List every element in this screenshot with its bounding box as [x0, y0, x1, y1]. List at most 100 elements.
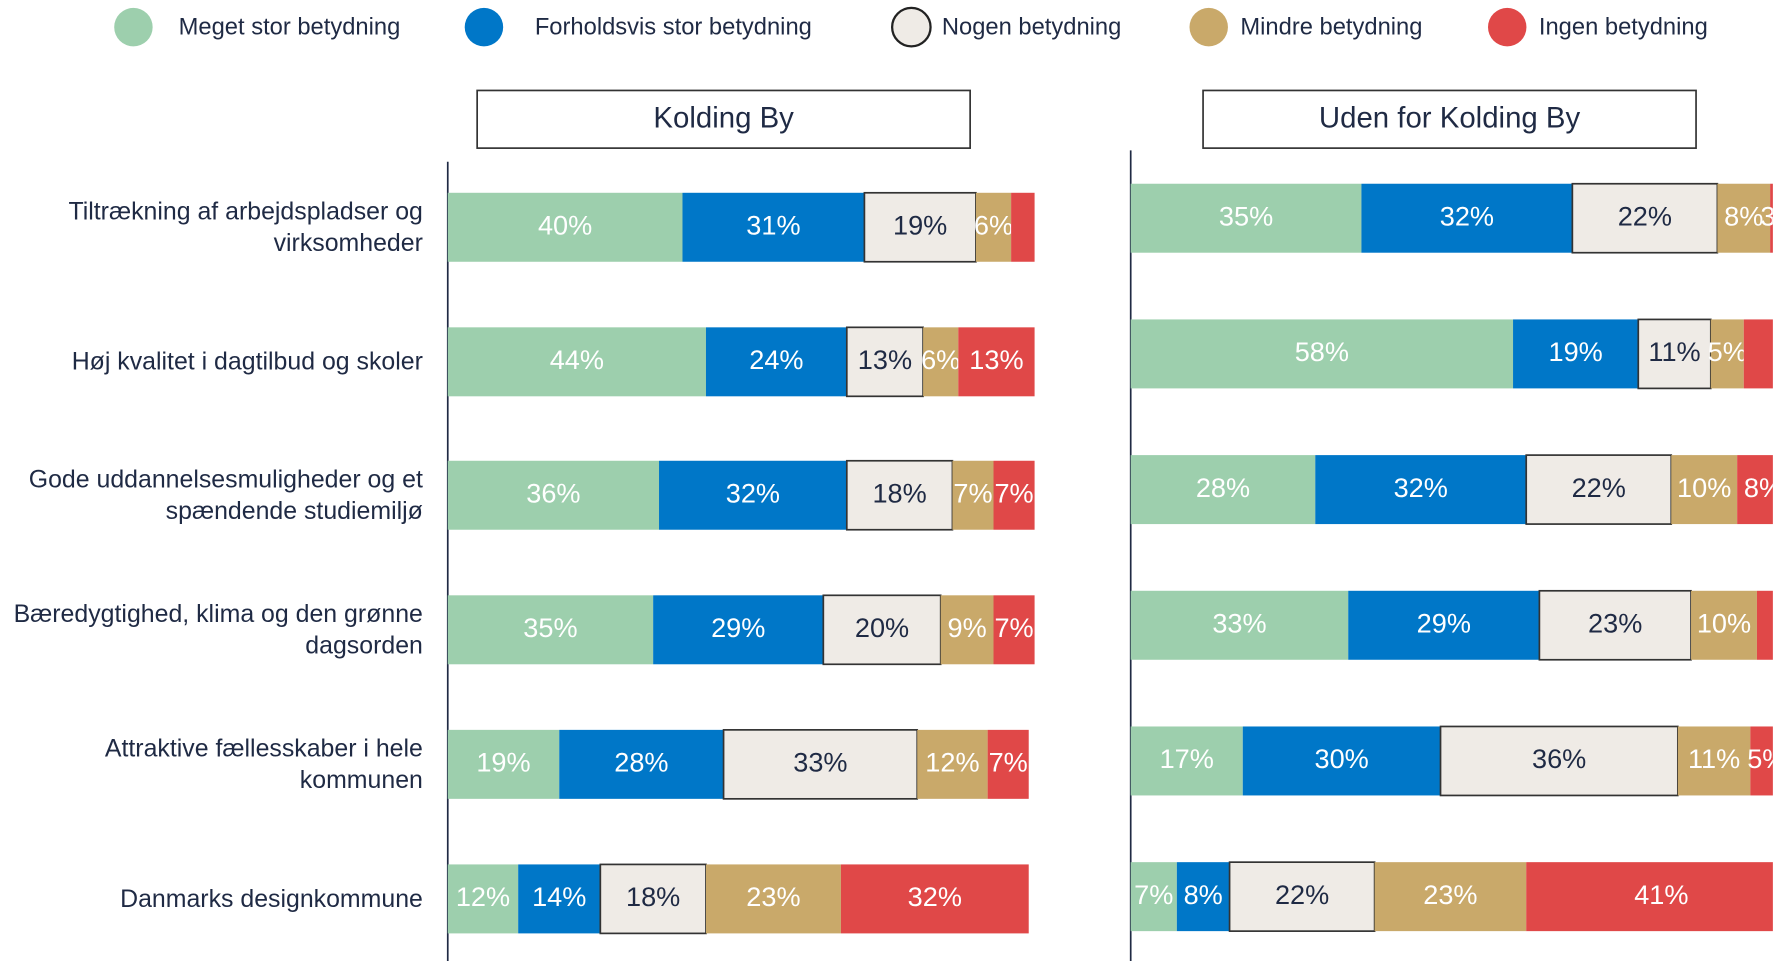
data-label: 7%: [989, 747, 1028, 778]
data-label: 12%: [456, 881, 510, 912]
bar-segment: [447, 192, 683, 262]
category-label: Gode uddannelsesmuligheder og et spænden…: [28, 464, 423, 525]
bar-segment: [958, 327, 1035, 397]
bar-segment: [1525, 454, 1673, 525]
bar-segment: [1439, 725, 1679, 797]
bar-segment: [1710, 319, 1744, 389]
bar-segment: [1571, 182, 1719, 254]
panel-title-box: [476, 89, 971, 149]
bar-segment: [1750, 726, 1773, 796]
bars: 40% 31% 19% 6%44% 24% 13% 6% 13%36% 32% 18% 7% 7%35…: [447, 182, 1773, 935]
bar-segment: [1770, 183, 1773, 253]
data-label: 6%: [974, 209, 1013, 240]
data-label: 32%: [1440, 200, 1494, 231]
data-label: 7%: [994, 477, 1033, 508]
bar-segment: [1526, 862, 1773, 932]
data-label: 11%: [1648, 336, 1700, 367]
legend-label: Nogen betydning: [942, 15, 1121, 41]
bar-segment: [653, 595, 824, 665]
legend-label: Meget stor betydning: [179, 15, 401, 41]
bar-segment: [923, 327, 959, 397]
data-label: 36%: [1532, 743, 1586, 774]
data-label: 58%: [1295, 336, 1349, 367]
data-label: 24%: [749, 344, 803, 375]
data-label: 8%: [1184, 879, 1223, 910]
bar-segment: [1130, 455, 1316, 525]
panel-title: Kolding By: [653, 102, 794, 135]
bar-segment: [682, 192, 865, 262]
data-label: 32%: [726, 477, 780, 508]
data-label: 9%: [947, 612, 986, 643]
bar-segment: [987, 729, 1029, 799]
data-label: 7%: [953, 477, 992, 508]
bar-segment: [952, 460, 994, 530]
bar-segment: [1756, 590, 1773, 660]
bar-segment: [863, 191, 977, 263]
bar-segment: [599, 863, 707, 935]
bar-segment: [1315, 455, 1527, 525]
data-label: 35%: [1219, 200, 1273, 231]
data-label: 40%: [538, 209, 592, 240]
bar-segment: [447, 864, 519, 934]
bar-segment: [822, 594, 942, 666]
bar-segment: [1130, 726, 1243, 796]
data-label: 23%: [746, 881, 800, 912]
bar-segment: [993, 460, 1035, 530]
bar-segment: [447, 729, 560, 799]
bar-segment: [705, 864, 841, 934]
category-label: Danmarks designkommune: [120, 884, 423, 913]
data-label: 29%: [711, 612, 765, 643]
data-label: 19%: [1549, 336, 1603, 367]
data-label: 13%: [858, 344, 912, 375]
bar-segment: [1130, 590, 1349, 660]
legend-swatch: [1488, 7, 1527, 47]
bar-segment: [1130, 862, 1177, 932]
bar-segment: [705, 327, 847, 397]
bar-segment: [1130, 319, 1514, 389]
data-label: 33%: [1212, 607, 1266, 638]
legend-label: Ingen betydning: [1539, 15, 1708, 41]
data-label: 5%: [1747, 743, 1773, 774]
data-label: 3%: [1760, 200, 1773, 231]
data-label: 20%: [855, 612, 909, 643]
category-label: Høj kvalitet i dagtilbud og skoler: [71, 347, 423, 376]
bar-segment: [917, 729, 988, 799]
bar-segment: [722, 729, 919, 800]
data-label: 5%: [1708, 336, 1747, 367]
data-label: 41%: [1634, 879, 1688, 910]
bar-segment: [1011, 192, 1035, 262]
data-label: 13%: [969, 344, 1023, 375]
bar-segment: [1671, 455, 1738, 525]
category-label: Bæredygtighed, klima og den grønne dagso…: [13, 599, 423, 660]
data-label: 17%: [1160, 743, 1214, 774]
bar-segment: [518, 864, 601, 934]
bar-segment: [559, 729, 724, 799]
bar-segment: [1228, 861, 1376, 932]
legend: Meget stor betydning Forholdsvis stor bet…: [114, 6, 1708, 48]
data-label: 10%: [1677, 472, 1731, 503]
bar-segment: [1691, 590, 1757, 660]
legend-swatch: [464, 7, 504, 47]
bar-segment: [1743, 319, 1773, 389]
bar-segment: [845, 326, 924, 398]
bar-segment: [1737, 455, 1773, 525]
data-label: 28%: [1196, 472, 1250, 503]
data-label: 18%: [872, 477, 926, 508]
data-label: 19%: [476, 747, 530, 778]
data-label: 11%: [1688, 743, 1740, 774]
data-label: 22%: [1572, 472, 1626, 503]
bar-segment: [659, 460, 847, 530]
data-label: 35%: [523, 612, 577, 643]
data-label: 30%: [1314, 743, 1368, 774]
data-label: 19%: [893, 209, 947, 240]
bar-segment: [1348, 590, 1540, 660]
bar-segment: [975, 192, 1012, 262]
data-label: 14%: [532, 881, 586, 912]
legend-label: Mindre betydning: [1240, 15, 1422, 41]
bar-segment: [1176, 862, 1230, 932]
data-label: 36%: [526, 477, 580, 508]
data-label: 10%: [1697, 607, 1751, 638]
data-label: 32%: [908, 881, 962, 912]
bar-segment: [1361, 183, 1573, 253]
